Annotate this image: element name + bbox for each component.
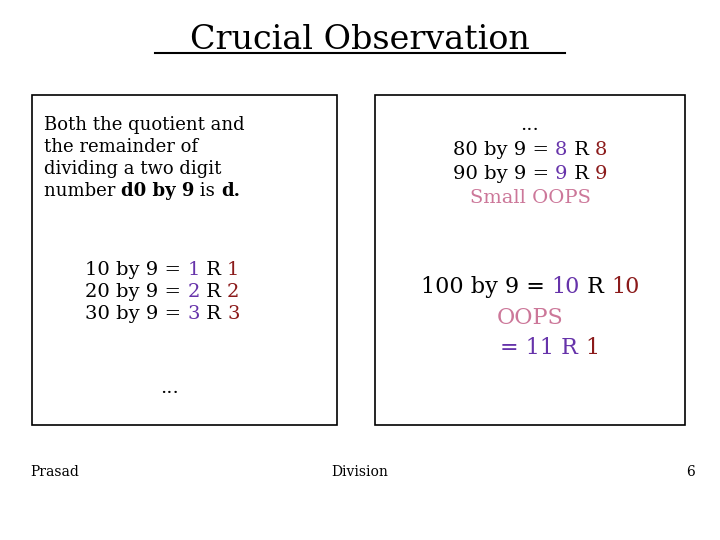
Text: 1: 1 [585,337,600,359]
Text: 3: 3 [227,305,240,323]
Text: 30 by 9 =: 30 by 9 = [85,305,187,323]
Text: Prasad: Prasad [30,465,79,479]
Text: OOPS: OOPS [497,307,563,329]
Text: ...: ... [161,379,179,397]
Text: 6: 6 [686,465,695,479]
Text: R: R [580,276,611,298]
Text: Division: Division [332,465,388,479]
Text: Both the quotient and: Both the quotient and [44,116,245,134]
Text: 9: 9 [555,165,567,183]
Text: dividing a two digit: dividing a two digit [44,160,221,178]
Text: number: number [44,182,121,200]
Text: R: R [199,283,227,301]
Text: 10: 10 [611,276,639,298]
Text: d0 by 9: d0 by 9 [121,182,194,200]
Text: R: R [567,165,595,183]
Text: is: is [194,182,221,200]
Text: 10: 10 [552,276,580,298]
Text: the remainder of: the remainder of [44,138,198,156]
Text: R: R [200,305,227,323]
Text: 2: 2 [227,283,239,301]
Text: 10 by 9 =: 10 by 9 = [85,261,187,279]
FancyBboxPatch shape [32,95,337,425]
Text: 1: 1 [227,261,239,279]
Text: d.: d. [221,182,240,200]
Text: 9: 9 [595,165,607,183]
Text: 20 by 9 =: 20 by 9 = [85,283,187,301]
Text: 2: 2 [187,283,199,301]
Text: 8: 8 [555,141,567,159]
Text: 3: 3 [187,305,200,323]
Text: 8: 8 [595,141,607,159]
Text: R: R [567,141,595,159]
Text: 1: 1 [187,261,199,279]
Text: Small OOPS: Small OOPS [469,189,590,207]
Text: 90 by 9 =: 90 by 9 = [453,165,555,183]
Text: 80 by 9 =: 80 by 9 = [453,141,555,159]
Text: ...: ... [521,116,539,134]
FancyBboxPatch shape [375,95,685,425]
Text: = 11 R: = 11 R [500,337,585,359]
Text: 100 by 9 =: 100 by 9 = [420,276,552,298]
Text: Crucial Observation: Crucial Observation [190,24,530,56]
Text: R: R [199,261,227,279]
